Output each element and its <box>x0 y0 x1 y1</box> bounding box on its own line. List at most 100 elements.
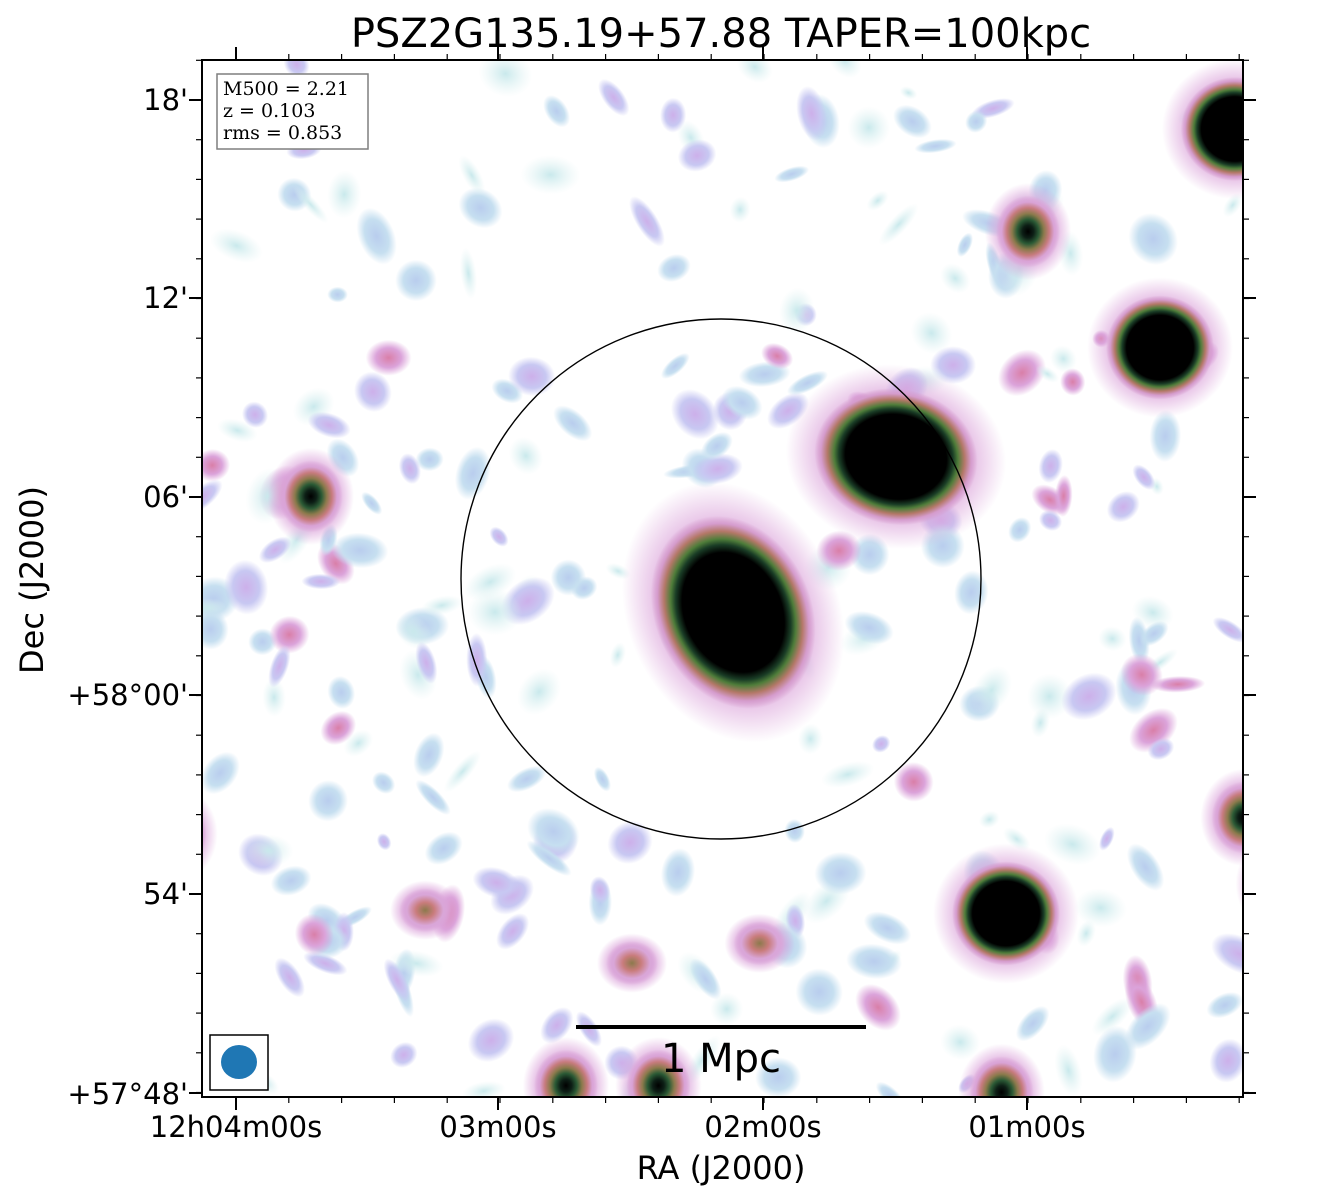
noise-blob <box>847 106 891 149</box>
noise-blob <box>454 446 491 500</box>
noise-blob <box>467 1018 515 1063</box>
noise-blob <box>1098 626 1127 652</box>
noise-blob <box>540 1007 574 1044</box>
noise-blob <box>797 723 824 755</box>
noise-blob <box>365 339 412 376</box>
noise-blob <box>258 536 292 563</box>
noise-blob <box>527 808 580 856</box>
noise-blob <box>443 750 481 793</box>
noise-blob <box>1124 1003 1171 1050</box>
noise-blob <box>202 608 229 650</box>
noise-blob <box>593 766 611 792</box>
noise-blob <box>589 876 611 905</box>
noise-blob <box>878 203 919 246</box>
noise-blob <box>543 95 571 128</box>
noise-blob <box>202 448 231 482</box>
noise-blob <box>507 765 547 793</box>
noise-blob <box>940 263 971 294</box>
noise-blob <box>657 253 691 283</box>
noise-blob <box>389 949 444 977</box>
r500-circle <box>460 318 982 840</box>
x-tick-label: 02m00s <box>704 1110 821 1144</box>
noise-blob <box>327 170 362 219</box>
noise-blob <box>910 312 953 355</box>
noise-blob <box>863 911 912 945</box>
noise-blob <box>598 78 630 117</box>
radio-source <box>399 888 452 933</box>
noise-blob <box>395 614 432 649</box>
noise-blob <box>774 165 810 183</box>
noise-blob <box>1054 474 1073 518</box>
noise-blob <box>1099 826 1115 851</box>
noise-blob <box>1044 823 1101 866</box>
noise-blob <box>1076 919 1096 947</box>
chart-title: PSZ2G135.19+57.88 TAPER=100kpc <box>351 11 1091 57</box>
noise-blob <box>415 641 438 684</box>
noise-blob <box>866 190 889 211</box>
noise-blob <box>1035 365 1059 383</box>
noise-blob <box>677 139 717 172</box>
noise-blob <box>1128 212 1178 266</box>
m500-label: M500 = 2.21 <box>223 78 349 100</box>
noise-blob <box>1120 653 1163 696</box>
noise-blob <box>786 370 829 396</box>
noise-blob <box>670 389 720 440</box>
radio-source <box>278 460 343 533</box>
radio-source <box>969 1056 1034 1097</box>
noise-blob <box>784 819 805 843</box>
noise-blob <box>293 185 329 224</box>
noise-blob <box>202 751 240 795</box>
noise-blob <box>361 491 383 515</box>
noise-blob <box>1128 616 1150 665</box>
noise-blob <box>1091 997 1133 1036</box>
noise-blob <box>478 60 533 98</box>
info-box: M500 = 2.21 z = 0.103 rms = 0.853 <box>216 73 369 150</box>
noise-blob <box>526 840 572 877</box>
y-tick-label: 18' <box>143 83 188 117</box>
noise-blob <box>1061 672 1117 721</box>
noise-blob <box>1147 737 1175 761</box>
radio-source <box>814 388 978 526</box>
y-tick-label: +58°00' <box>67 678 188 712</box>
noise-blob <box>424 831 463 865</box>
noise-blob <box>855 983 901 1031</box>
noise-blob <box>692 453 743 485</box>
scale-bar: 1 Mpc <box>576 1025 866 1082</box>
noise-blob <box>354 371 392 413</box>
noise-blob <box>1209 1038 1243 1083</box>
noise-blob <box>1139 620 1169 647</box>
noise-blob <box>1131 595 1174 630</box>
noise-blob <box>308 780 348 822</box>
x-tick-label: 01m00s <box>968 1110 1085 1144</box>
noise-blob <box>415 779 451 815</box>
noise-blob <box>1002 827 1031 851</box>
radio-source <box>952 861 1060 966</box>
noise-blob <box>243 834 294 868</box>
axes-frame <box>201 59 1244 1098</box>
source-halo <box>202 796 218 872</box>
y-tick-label: +57°48' <box>67 1077 188 1111</box>
noise-blob <box>1206 991 1243 1019</box>
x-axis-label: RA (J2000) <box>637 1149 806 1187</box>
noise-blob <box>893 104 932 139</box>
noise-blob <box>1030 708 1051 738</box>
noise-blob <box>1106 491 1140 523</box>
noise-blob <box>700 431 733 461</box>
y-tick-label: 12' <box>143 281 188 315</box>
noise-blob <box>609 642 626 668</box>
source-halo <box>1235 856 1243 911</box>
x-tick-label: 12h04m00s <box>150 1110 322 1144</box>
noise-blob <box>270 865 312 896</box>
noise-blob <box>997 349 1047 397</box>
noise-blob <box>607 820 653 865</box>
noise-blob <box>398 453 421 485</box>
noise-blob <box>875 1081 905 1097</box>
noise-blob <box>383 958 411 1002</box>
noise-blob <box>210 228 263 263</box>
noise-blob <box>307 411 351 439</box>
noise-blob <box>283 60 310 78</box>
noise-blob <box>571 576 598 600</box>
noise-blob <box>303 951 348 976</box>
radio-source <box>733 921 786 966</box>
noise-blob <box>1038 448 1063 484</box>
